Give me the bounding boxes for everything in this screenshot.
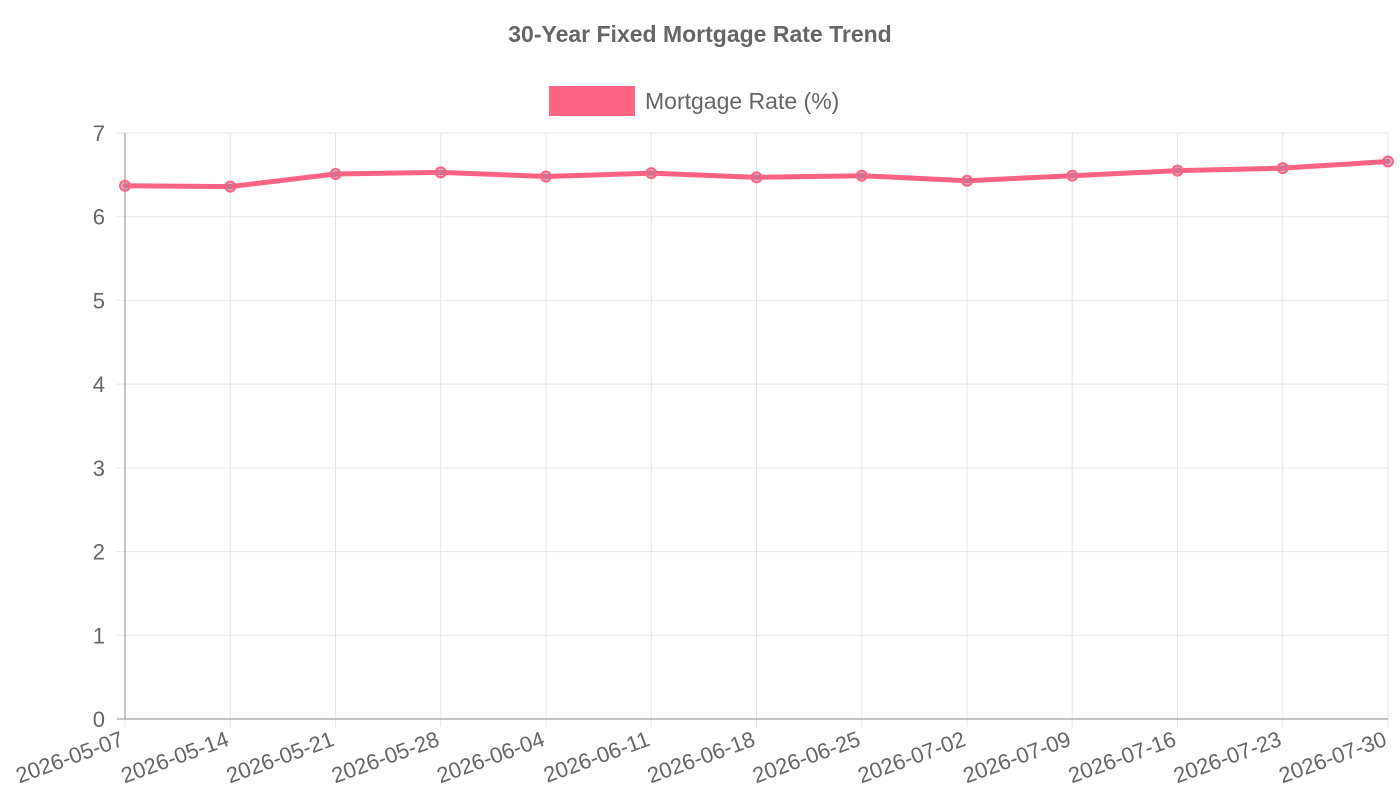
x-tick-label: 2026-05-28 [328, 726, 442, 788]
x-tick-label: 2026-07-30 [1275, 726, 1389, 788]
data-point[interactable] [645, 167, 658, 180]
legend[interactable]: Mortgage Rate (%) [549, 86, 839, 116]
axes [117, 133, 1388, 720]
data-point[interactable] [1382, 155, 1394, 168]
x-tick-label: 2026-06-04 [433, 726, 547, 788]
data-point[interactable] [855, 169, 868, 182]
grid-lines [117, 132, 1389, 727]
x-tick-label: 2026-06-18 [644, 726, 758, 788]
y-axis-ticks: 0 1 2 3 4 5 6 7 [93, 121, 105, 732]
data-point[interactable] [1066, 169, 1079, 182]
x-tick-label: 2026-07-02 [854, 726, 968, 788]
x-tick-label: 2026-06-25 [749, 726, 863, 788]
data-point[interactable] [119, 179, 131, 192]
y-tick-label: 2 [93, 540, 105, 565]
data-point[interactable] [1276, 162, 1289, 175]
data-point[interactable] [224, 180, 237, 193]
x-tick-label: 2026-05-14 [118, 726, 232, 788]
data-point[interactable] [750, 171, 763, 184]
x-tick-label: 2026-07-16 [1065, 726, 1179, 788]
data-point[interactable] [1171, 164, 1184, 177]
y-tick-label: 0 [93, 707, 105, 732]
series-mortgage-rate [119, 155, 1394, 193]
data-point[interactable] [329, 168, 342, 181]
x-tick-label: 2026-06-11 [540, 726, 653, 787]
chart-title: 30-Year Fixed Mortgage Rate Trend [508, 21, 891, 47]
x-axis-ticks: 2026-05-072026-05-142026-05-212026-05-28… [12, 726, 1389, 788]
legend-swatch [549, 86, 635, 116]
y-tick-label: 5 [93, 288, 105, 313]
y-tick-label: 1 [93, 623, 105, 648]
y-tick-label: 4 [93, 372, 105, 397]
y-tick-label: 6 [93, 205, 105, 230]
y-tick-label: 3 [93, 456, 105, 481]
x-tick-label: 2026-07-23 [1170, 726, 1284, 788]
x-tick-label: 2026-05-21 [223, 726, 337, 788]
data-point[interactable] [961, 174, 973, 187]
legend-label: Mortgage Rate (%) [645, 88, 839, 114]
x-tick-label: 2026-07-09 [960, 726, 1074, 788]
data-point[interactable] [434, 166, 447, 179]
x-tick-label: 2026-05-07 [12, 726, 126, 788]
data-point[interactable] [540, 170, 552, 183]
y-tick-label: 7 [93, 121, 105, 146]
